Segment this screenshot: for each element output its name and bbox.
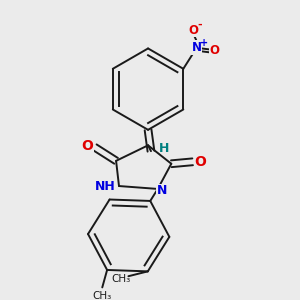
Text: O: O [209, 44, 219, 57]
Text: NH: NH [95, 179, 116, 193]
Text: O: O [81, 139, 93, 153]
Text: +: + [200, 38, 208, 48]
Text: CH₃: CH₃ [111, 274, 130, 284]
Text: CH₃: CH₃ [93, 291, 112, 300]
Text: N: N [156, 184, 167, 197]
Text: H: H [158, 142, 169, 155]
Text: O: O [188, 23, 198, 37]
Text: N: N [192, 41, 202, 54]
Text: -: - [197, 20, 202, 30]
Text: O: O [194, 155, 206, 169]
